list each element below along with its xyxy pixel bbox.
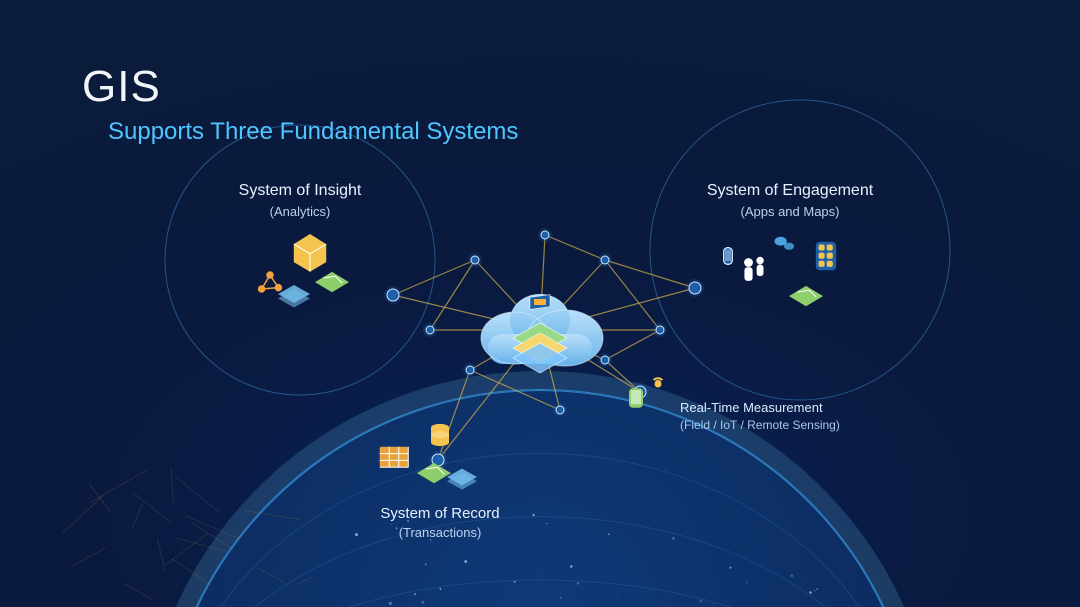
engagement-sub: (Apps and Maps) xyxy=(640,204,940,219)
record-title: System of Record xyxy=(290,505,590,522)
insight-title: System of Insight xyxy=(150,182,450,200)
page-subtitle: Supports Three Fundamental Systems xyxy=(108,118,518,146)
record-sub: (Transactions) xyxy=(290,525,590,540)
engagement-title: System of Engagement xyxy=(640,182,940,200)
infographic-root: GIS Supports Three Fundamental Systems S… xyxy=(0,0,1080,607)
page-title: GIS xyxy=(82,62,161,112)
realtime-sub: (Field / IoT / Remote Sensing) xyxy=(680,418,940,432)
realtime-title: Real-Time Measurement xyxy=(680,400,940,415)
insight-sub: (Analytics) xyxy=(150,204,450,219)
